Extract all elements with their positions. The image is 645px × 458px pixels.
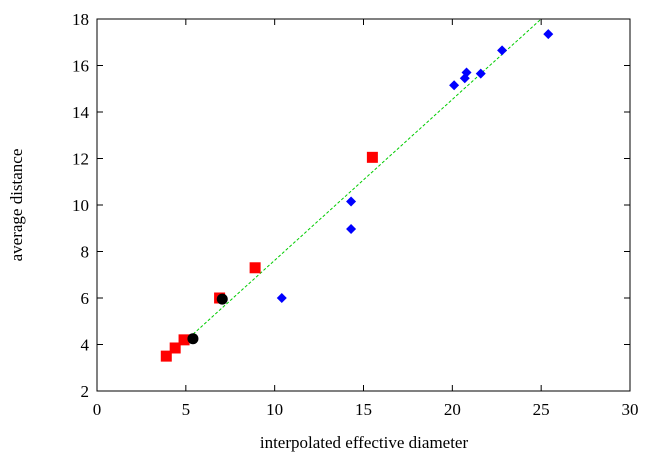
y-tick-label: 14 [72, 103, 90, 122]
square-point [178, 334, 190, 346]
y-tick-label: 12 [72, 150, 89, 169]
square-point [366, 151, 378, 163]
y-tick-label: 6 [81, 289, 90, 308]
diamond-point [497, 45, 508, 56]
circle-point [216, 293, 228, 305]
x-tick-label: 5 [182, 400, 191, 419]
x-tick-label: 15 [355, 400, 372, 419]
y-tick-label: 4 [81, 336, 90, 355]
diamond-point [346, 223, 357, 234]
axes: 0 5 10 15 20 25 30 2 4 6 8 10 12 14 16 18 [72, 10, 639, 419]
square-point [160, 350, 172, 362]
diamond-point [461, 67, 472, 78]
diamond-point [449, 80, 460, 91]
fit-line [189, 18, 542, 338]
x-tick-label: 10 [266, 400, 283, 419]
circle-point [187, 333, 199, 345]
y-tick-label: 2 [81, 382, 90, 401]
diamond-point [346, 196, 357, 207]
y-tick-label: 8 [81, 243, 90, 262]
diamond-point [543, 29, 554, 40]
square-point [169, 342, 181, 354]
x-tick-label: 20 [444, 400, 461, 419]
y-tick-label: 10 [72, 196, 89, 215]
diamond-point [475, 68, 486, 79]
x-tick-label: 25 [533, 400, 550, 419]
y-tick-label: 16 [72, 57, 89, 76]
x-axis-label: interpolated effective diameter [260, 433, 469, 452]
fit-line-layer [189, 18, 542, 338]
diamond-point [276, 293, 287, 303]
x-tick-label: 30 [622, 400, 639, 419]
plot-frame [96, 18, 631, 392]
data-points [160, 29, 554, 362]
y-axis-label: average distance [7, 149, 26, 262]
y-tick-label: 18 [72, 10, 89, 29]
x-tick-label: 0 [93, 400, 102, 419]
square-point [249, 262, 261, 274]
